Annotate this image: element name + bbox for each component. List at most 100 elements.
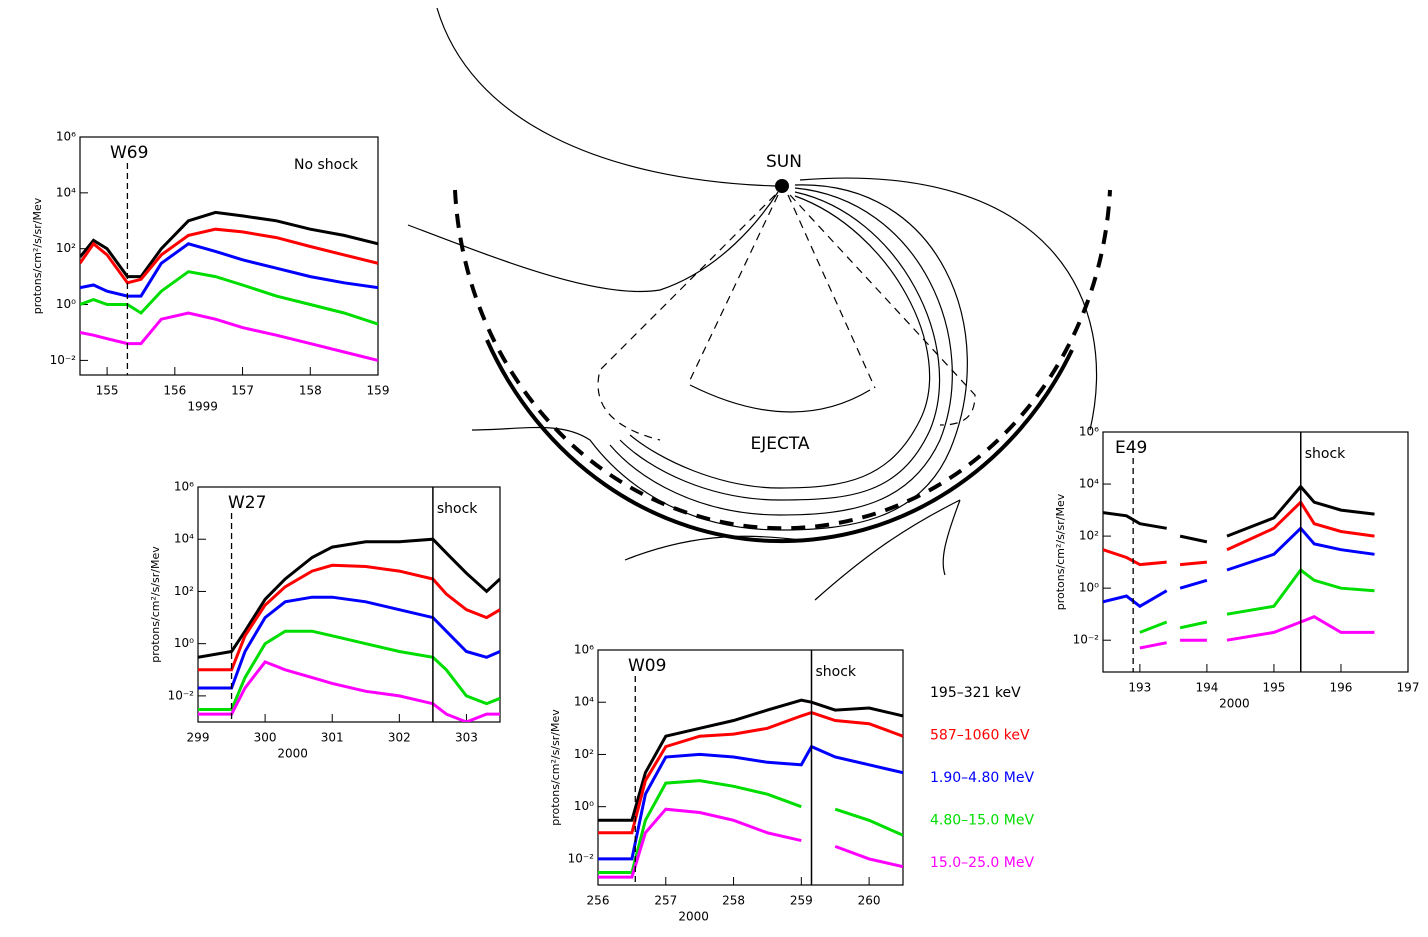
x-tick-label: 300: [254, 731, 277, 745]
x-tick-label: 302: [388, 731, 411, 745]
shock-label: shock: [1305, 446, 1346, 462]
field-line: [436, 7, 776, 187]
x-axis-label: 2000: [277, 747, 308, 761]
y-tick-label: 10⁶: [574, 643, 594, 657]
x-tick-label: 260: [858, 894, 881, 908]
field-line: [407, 191, 779, 293]
series-line: [598, 807, 903, 879]
series-line: [80, 242, 378, 298]
legend-entry: 587–1060 keV: [930, 728, 1030, 744]
field-line: [942, 499, 961, 576]
series-line: [1139, 615, 1375, 650]
panel-label: W69: [110, 143, 148, 163]
y-tick-label: 10⁴: [174, 532, 194, 546]
series-line: [198, 660, 500, 722]
series-line: [80, 210, 378, 279]
chart: 10⁻² 10⁰ 10² 10⁴ 10⁶ 155 156 157 158 159 1999 proto…: [31, 130, 389, 414]
ejecta-label: EJECTA: [750, 434, 809, 454]
series-line: [1139, 567, 1375, 634]
series-line: [598, 779, 903, 874]
x-tick-label: 159: [367, 384, 390, 398]
shock-label: shock: [437, 501, 478, 517]
field-line: [799, 177, 1098, 431]
y-axis-label: protons/cm²/s/sr/Mev: [149, 546, 162, 663]
ejecta-dashed: [789, 194, 976, 426]
plot-frame: [1102, 431, 1409, 673]
diagram: SUN EJECTA: [407, 7, 1112, 601]
series-line: [1103, 484, 1375, 544]
y-tick-label: 10²: [56, 241, 76, 255]
legend-entry: 4.80–15.0 MeV: [930, 813, 1034, 829]
series-line: [198, 563, 500, 672]
cone-dashed: [689, 194, 876, 389]
x-tick-label: 259: [790, 894, 813, 908]
y-tick-label: 10⁰: [574, 799, 594, 813]
y-tick-label: 10⁰: [174, 636, 194, 650]
field-line: [814, 499, 961, 601]
x-tick-label: 303: [455, 731, 478, 745]
shock-label: shock: [816, 664, 857, 680]
x-tick-label: 155: [96, 384, 119, 398]
x-axis-label: 1999: [187, 400, 218, 414]
series-line: [80, 270, 378, 326]
y-tick-label: 10⁴: [1079, 477, 1099, 491]
series-line: [1103, 499, 1375, 567]
ejecta-dashed: [597, 194, 776, 441]
chart: 10⁻² 10⁰ 10² 10⁴ 10⁶ 193 194 195 196 197 2000 proto…: [1054, 425, 1419, 711]
field-line: [624, 535, 801, 561]
x-tick-label: 299: [187, 731, 210, 745]
series-line: [80, 311, 378, 362]
x-axis-label: 2000: [1219, 697, 1250, 711]
sun: [775, 179, 789, 193]
series-line: [80, 227, 378, 285]
x-tick-label: 158: [299, 384, 322, 398]
shock-front-dashed: [453, 189, 1112, 531]
sun-label: SUN: [766, 152, 802, 172]
x-tick-label: 256: [587, 894, 610, 908]
x-tick-label: 258: [722, 894, 745, 908]
x-tick-label: 195: [1262, 681, 1285, 695]
y-axis-label: protons/cm²/s/sr/Mev: [549, 709, 562, 826]
annotation: No shock: [294, 157, 359, 173]
x-tick-label: 194: [1195, 681, 1218, 695]
y-tick-label: 10⁻²: [1073, 633, 1100, 647]
y-axis-label: protons/cm²/s/sr/Mev: [31, 197, 44, 314]
y-tick-label: 10⁶: [1079, 425, 1099, 439]
chart: 10⁻² 10⁰ 10² 10⁴ 10⁶ 256 257 258 259 260 2000 proto…: [549, 643, 1034, 924]
ejecta-loop: [609, 187, 953, 516]
x-tick-label: 196: [1330, 681, 1353, 695]
y-tick-label: 10⁶: [56, 130, 76, 144]
x-axis-label: 2000: [678, 910, 709, 924]
panel-label: E49: [1115, 438, 1147, 458]
series-line: [198, 595, 500, 690]
y-tick-label: 10⁰: [56, 297, 76, 311]
x-tick-label: 157: [231, 384, 254, 398]
ejecta-core: [689, 384, 871, 413]
plot-frame: [197, 486, 501, 723]
y-tick-label: 10⁴: [56, 185, 76, 199]
y-tick-label: 10⁴: [574, 695, 594, 709]
shock-front: [485, 339, 1074, 544]
y-tick-label: 10⁻²: [568, 851, 595, 865]
legend-entry: 1.90–4.80 MeV: [930, 770, 1034, 786]
x-tick-label: 193: [1128, 681, 1151, 695]
panel-label: W27: [228, 493, 266, 513]
series-line: [598, 698, 903, 822]
x-tick-label: 301: [321, 731, 344, 745]
y-tick-label: 10²: [174, 584, 194, 598]
y-tick-label: 10⁻²: [168, 688, 195, 702]
ejecta-loop: [471, 184, 968, 531]
y-axis-label: protons/cm²/s/sr/Mev: [1054, 493, 1067, 610]
ejecta-loop: [629, 195, 931, 489]
y-tick-label: 10²: [1079, 529, 1099, 543]
y-tick-label: 10⁶: [174, 480, 194, 494]
y-tick-label: 10²: [574, 747, 594, 761]
plot-frame: [597, 649, 904, 886]
x-tick-label: 156: [163, 384, 186, 398]
y-tick-label: 10⁰: [1079, 581, 1099, 595]
x-tick-label: 197: [1397, 681, 1420, 695]
panel-label: W09: [628, 656, 666, 676]
series-line: [198, 537, 500, 659]
series-line: [1103, 526, 1375, 609]
